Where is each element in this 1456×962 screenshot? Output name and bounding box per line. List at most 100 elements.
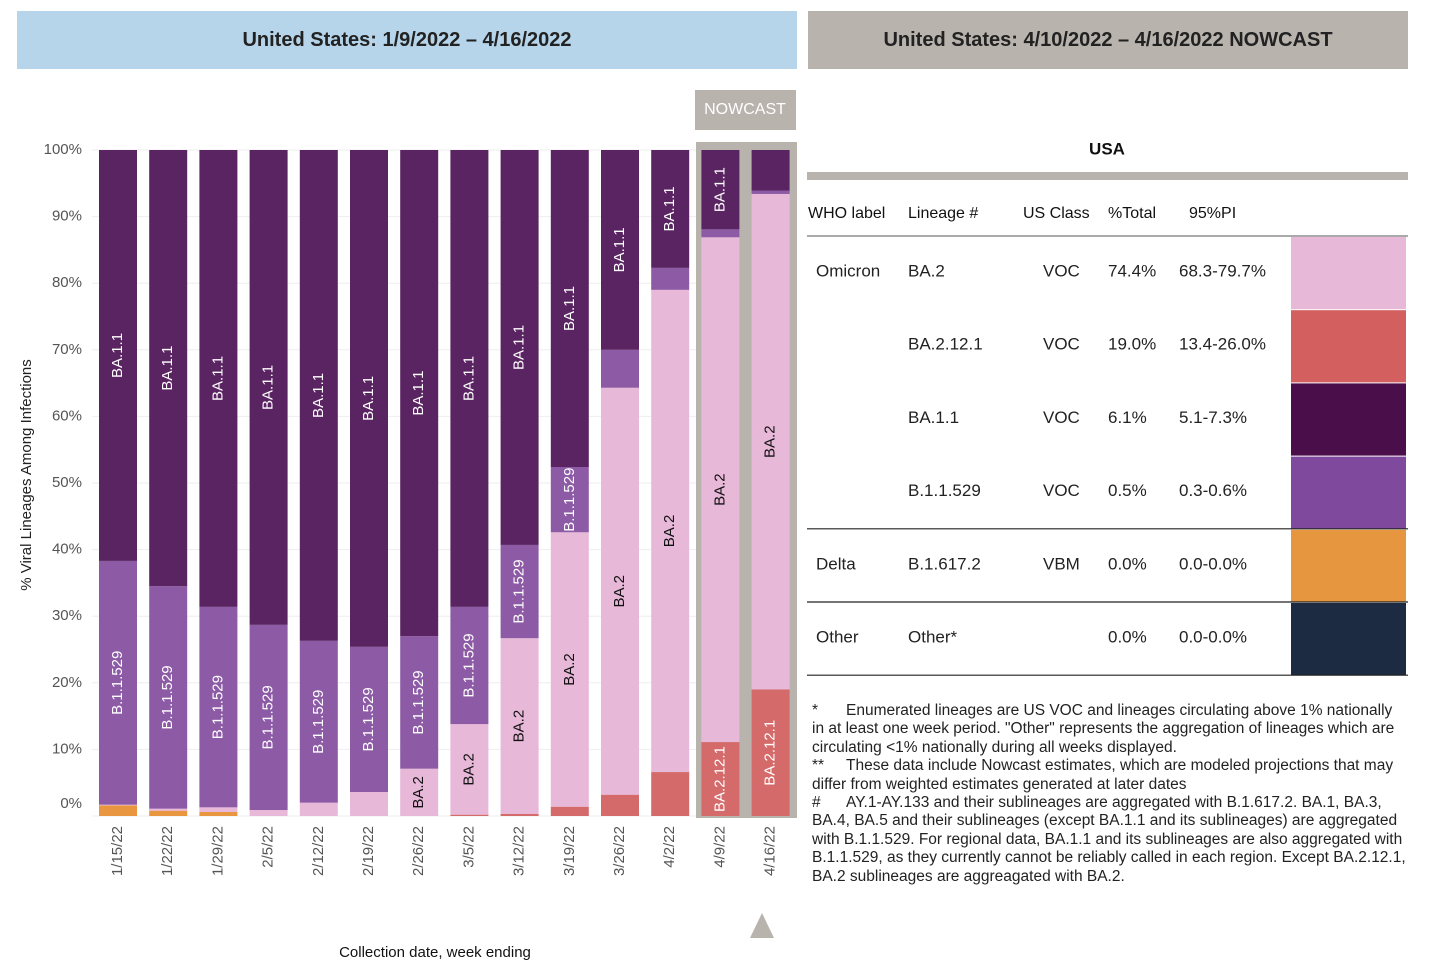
footnote-text: AY.1-AY.133 and their sublineages are ag… xyxy=(812,794,1406,885)
segment-label: BA.2 xyxy=(611,575,628,608)
lineage: BA.2.12.1 xyxy=(908,335,983,354)
bar-segment xyxy=(651,289,690,773)
bar-segment xyxy=(651,772,690,816)
bar-segment xyxy=(751,193,790,690)
table-rule xyxy=(807,172,1408,180)
y-tick-label: 60% xyxy=(52,407,82,424)
segment-label: BA.1.1 xyxy=(360,376,377,421)
group-label: Delta xyxy=(816,554,856,573)
segment-label: BA.1.1 xyxy=(159,346,176,391)
nowcast-box xyxy=(695,90,796,130)
bar-segment xyxy=(299,150,338,641)
y-tick-label: 10% xyxy=(52,740,82,757)
bar-segment xyxy=(450,606,489,725)
segment-label: B.1.1.529 xyxy=(460,633,477,697)
percent-total: 6.1% xyxy=(1108,408,1147,427)
segment-label: B.1.1.529 xyxy=(360,687,377,751)
footnote-text: These data include Nowcast estimates, wh… xyxy=(812,757,1394,793)
bar-segment xyxy=(601,349,639,388)
table-title: USA xyxy=(1089,139,1125,158)
y-tick-label: 20% xyxy=(52,674,82,691)
segment-label: BA.2 xyxy=(661,515,678,548)
y-tick-label: 100% xyxy=(44,141,82,158)
footnote-marker: # xyxy=(812,794,821,812)
segment-label: BA.2 xyxy=(511,710,528,743)
column-header: Lineage # xyxy=(908,205,978,222)
segment-label: BA.1.1 xyxy=(410,371,427,416)
pi-range: 0.0-0.0% xyxy=(1179,627,1247,646)
bar-segment xyxy=(249,150,288,625)
x-tick-label: 2/5/22 xyxy=(260,826,277,868)
segment-label: BA.2.12.1 xyxy=(711,746,728,812)
pi-range: 5.1-7.3% xyxy=(1179,408,1247,427)
color-swatch xyxy=(1291,237,1406,310)
group-label: Omicron xyxy=(816,261,880,280)
segment-label: BA.1.1 xyxy=(209,356,226,401)
x-tick-label: 3/12/22 xyxy=(511,826,528,876)
us-class: VOC xyxy=(1043,408,1080,427)
pi-range: 68.3-79.7% xyxy=(1179,261,1266,280)
bar-segment xyxy=(701,742,740,816)
table: USA WHO label Lineage # US Class %Total 95%PI… xyxy=(807,139,1408,676)
lineage: BA.1.1 xyxy=(908,408,959,427)
x-axis-label: Collection date, week ending xyxy=(339,944,531,961)
bar-segment xyxy=(299,802,338,816)
column-header: US Class xyxy=(1023,205,1090,222)
left-header: United States: 1/9/2022 – 4/16/2022 xyxy=(17,11,797,69)
bar-segment xyxy=(651,150,690,268)
percent-total: 0.0% xyxy=(1108,627,1147,646)
segment-label: BA.1.1 xyxy=(661,186,678,231)
y-tick-label: 30% xyxy=(52,607,82,624)
x-tick-label: 4/16/22 xyxy=(762,826,779,876)
segment-label: B.1.1.529 xyxy=(310,690,327,754)
bar-segment xyxy=(751,689,790,816)
bar-segment xyxy=(450,724,489,815)
footnote: * Enumerated lineages are US VOC and line… xyxy=(812,702,1408,757)
bar-segment xyxy=(249,810,288,816)
y-axis-label: % Viral Lineages Among Infections xyxy=(18,359,35,591)
us-class: VOC xyxy=(1043,335,1080,354)
y-tick-label: 40% xyxy=(52,541,82,558)
bar-segment xyxy=(400,636,439,769)
segment-label: BA.2 xyxy=(711,473,728,506)
lineage: BA.2 xyxy=(908,261,945,280)
y-tick-label: 70% xyxy=(52,341,82,358)
segment-label: BA.1.1 xyxy=(611,227,628,272)
bar-segment xyxy=(500,150,539,545)
x-tick-label: 3/5/22 xyxy=(460,826,477,868)
bar-segment xyxy=(199,150,238,607)
bar-segment xyxy=(550,150,589,468)
segment-label: BA.1.1 xyxy=(561,286,578,331)
bar-segment xyxy=(350,150,388,647)
percent-total: 19.0% xyxy=(1108,335,1156,354)
segment-label: BA.1.1 xyxy=(711,167,728,212)
footnote-marker: * xyxy=(812,702,819,719)
bar-segment xyxy=(149,810,188,816)
segment-label: BA.2 xyxy=(460,753,477,786)
column-header: 95%PI xyxy=(1189,205,1236,222)
percent-total: 74.4% xyxy=(1108,261,1156,280)
footnote: # AY.1-AY.133 and their sublineages are a… xyxy=(812,794,1408,886)
percent-total: 0.0% xyxy=(1108,554,1147,573)
column-header: WHO label xyxy=(808,205,885,222)
segment-label: B.1.1.529 xyxy=(159,665,176,729)
bar-segment xyxy=(350,646,388,793)
color-swatch xyxy=(1291,383,1406,456)
segment-label: B.1.1.529 xyxy=(561,468,578,532)
y-tick-label: 90% xyxy=(52,208,82,225)
segment-label: B.1.1.529 xyxy=(109,651,126,715)
bar-segment xyxy=(199,807,238,813)
color-swatch xyxy=(1291,603,1406,676)
bar-segment xyxy=(199,812,238,816)
footnote-text: Enumerated lineages are US VOC and linea… xyxy=(812,702,1395,756)
segment-label: BA.2 xyxy=(561,653,578,686)
segment-label: BA.1.1 xyxy=(460,356,477,401)
bar-segment xyxy=(400,768,439,816)
segment-label: BA.2 xyxy=(410,776,427,809)
bar-segment xyxy=(199,606,238,808)
bar-segment xyxy=(500,638,539,815)
y-tick-label: 50% xyxy=(52,474,82,491)
segment-label: BA.1.1 xyxy=(260,365,277,410)
bar-segment xyxy=(149,586,188,809)
x-tick-label: 2/12/22 xyxy=(310,826,327,876)
